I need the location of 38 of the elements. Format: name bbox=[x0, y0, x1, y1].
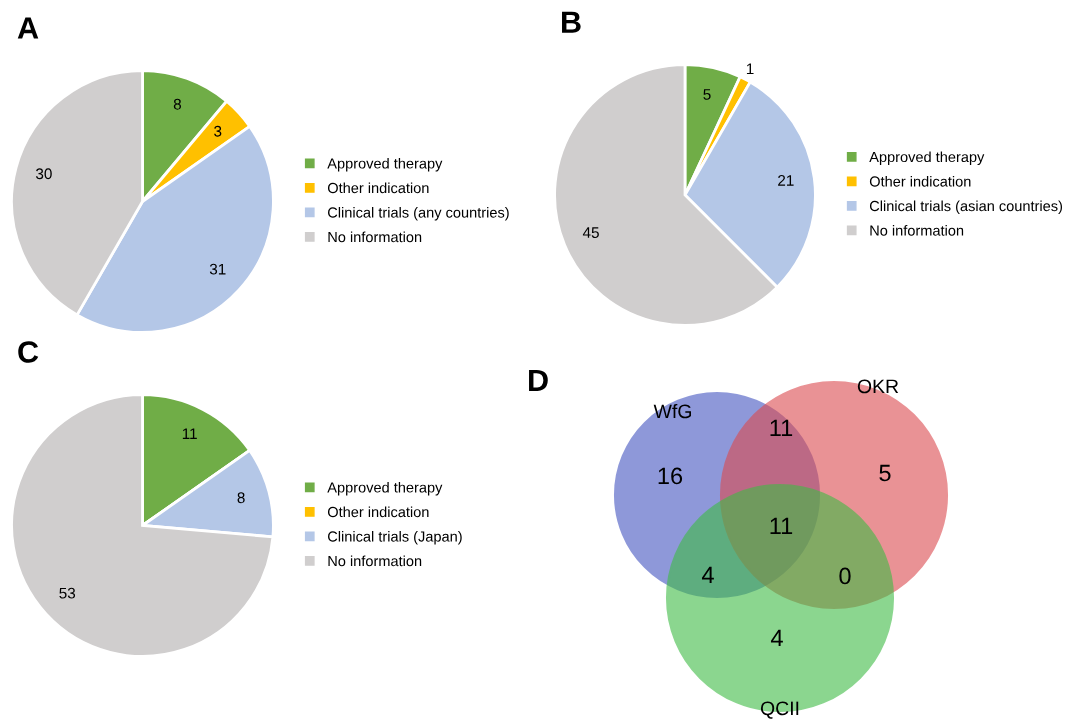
legend-label: Clinical trials (any countries) bbox=[328, 206, 509, 221]
data-label: 21 bbox=[778, 175, 794, 186]
data-label: 11 bbox=[182, 428, 197, 439]
text: 16 bbox=[658, 467, 683, 485]
legend-label: Approved therapy bbox=[327, 481, 443, 496]
legend-label: No information bbox=[870, 225, 964, 236]
text: D bbox=[529, 369, 548, 391]
legend-label: Approved therapy bbox=[869, 151, 985, 165]
data-label: 8 bbox=[237, 492, 245, 504]
text: 4 bbox=[770, 629, 783, 647]
chart-title: A bbox=[17, 17, 39, 39]
legend-label: Other indication bbox=[327, 506, 429, 518]
legend-label: Approved therapy bbox=[327, 157, 443, 172]
text: 5 bbox=[879, 464, 891, 482]
text: QCII bbox=[760, 701, 799, 719]
text: 0 bbox=[839, 567, 851, 585]
legend-label: Other indication bbox=[327, 182, 429, 194]
data-label: 30 bbox=[35, 168, 52, 180]
data-label: 5 bbox=[703, 89, 711, 100]
pie-slice bbox=[10, 393, 275, 658]
text: 11 bbox=[770, 419, 793, 437]
legend-label: Clinical trials (asian countries) bbox=[869, 200, 1063, 215]
text: WfG bbox=[653, 403, 691, 419]
text: 11 bbox=[770, 517, 793, 535]
legend-label: Other indication bbox=[869, 175, 971, 187]
data-label: 3 bbox=[214, 125, 222, 137]
legend-label: Clinical trials (Japan) bbox=[328, 530, 462, 545]
chart-title: B bbox=[562, 11, 581, 33]
data-label: 45 bbox=[582, 227, 599, 239]
legend-label: No information bbox=[328, 231, 422, 243]
text: OKR bbox=[857, 379, 899, 394]
text: 4 bbox=[701, 566, 714, 584]
chart-title: C bbox=[18, 341, 39, 363]
data-label: 8 bbox=[173, 98, 181, 110]
data-label: 53 bbox=[59, 587, 76, 599]
legend-label: No information bbox=[328, 555, 422, 567]
data-label: 1 bbox=[746, 63, 754, 75]
data-label: 31 bbox=[209, 263, 226, 275]
